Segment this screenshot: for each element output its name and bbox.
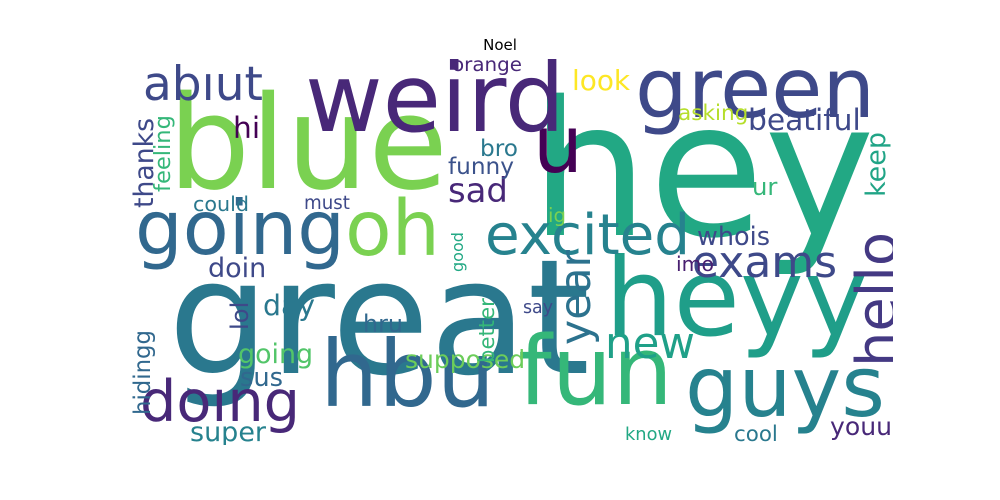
word-look: look [572,63,631,97]
word-year: year [551,249,601,345]
word-must: must [304,192,350,214]
word-new: new [605,318,695,369]
word-hi: hi [233,111,261,147]
word-lol: lol [225,301,254,330]
word-hru: hru [363,310,403,339]
word-good: good [448,232,467,272]
word-ig: ig [548,203,566,227]
word-imo: imo [676,251,715,276]
word-supposed: supposed [405,345,526,374]
word-feeling: feeling [150,115,176,192]
word-going: going [238,338,314,370]
chart-title: Noel [483,36,517,54]
word-cool: cool [734,422,778,445]
word-orange: orange [452,55,523,76]
word-fun: fun [518,314,673,427]
word-better: better [474,298,499,363]
word-sus: sus [240,362,284,393]
word-ur: ur [752,172,778,202]
word-could: could [193,191,250,216]
word-guys: guys [685,337,886,436]
word-hidingg: hidingg [130,330,156,415]
word-know: know [625,423,672,445]
word-weird: weird [305,55,565,154]
word-cloud: hey great blue u weird green heyy hbu fun guys goi… [127,55,893,445]
word-sad: sad [448,170,508,210]
word-do-ng: doıng [140,368,301,436]
word-keep: keep [861,131,892,197]
word-funny: funny [448,153,514,181]
word-hbu: hbu [320,320,496,428]
word-green: green [635,55,875,138]
word-beatiful: beatiful [748,103,861,139]
word-ab-ut: abıut [143,57,263,113]
word-hey: hey [530,61,875,280]
word-bro: bro [480,135,518,163]
word-whois: whois [697,221,770,252]
word-day: day [263,288,316,322]
word-doin: doin [208,252,267,284]
word-super: super [190,416,267,445]
word-youu: youu [830,411,893,441]
word-great: great [168,224,590,411]
word-blue: blue [168,68,448,220]
word-asking: asking [678,101,749,127]
word-oh: oh [345,183,441,273]
word-hello: hello [845,231,893,367]
word-going: going [135,183,345,272]
word-exams: exams [692,236,838,288]
word-excited: excited [485,203,691,269]
word-u: u [533,98,584,191]
word-say: say [523,297,554,318]
word-heyy: heyy [605,236,868,362]
